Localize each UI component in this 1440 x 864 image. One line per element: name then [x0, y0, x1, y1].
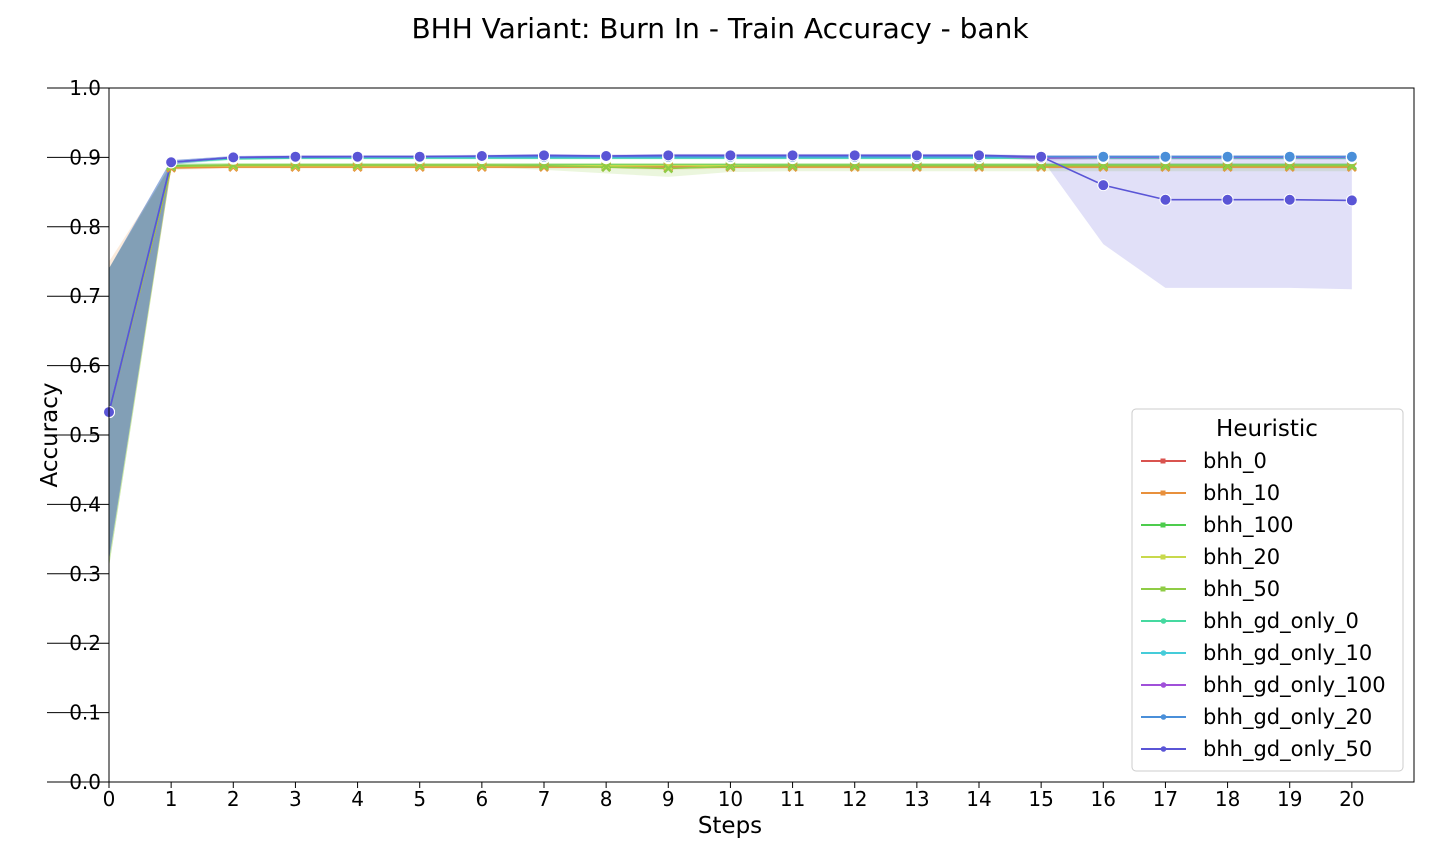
- legend-label: bhh_gd_only_20: [1203, 705, 1372, 730]
- legend-item: bhh_gd_only_100: [1141, 673, 1386, 698]
- y-tick-label: 0.1: [69, 701, 101, 725]
- legend-item: bhh_100: [1141, 513, 1294, 538]
- data-point: [351, 150, 364, 163]
- legend-item: bhh_gd_only_10: [1141, 641, 1372, 666]
- y-tick-label: 0.6: [69, 354, 101, 378]
- y-tick-label: 0.2: [69, 631, 101, 655]
- data-point: [1345, 150, 1358, 163]
- data-point: [1097, 150, 1110, 163]
- data-point: [600, 150, 613, 163]
- x-tick-label: 10: [718, 787, 743, 811]
- legend-item: bhh_gd_only_0: [1141, 609, 1359, 634]
- data-point: [662, 149, 675, 162]
- data-point: [848, 149, 861, 162]
- data-point: [1345, 194, 1358, 207]
- legend-label: bhh_20: [1203, 545, 1280, 570]
- x-tick-label: 19: [1277, 787, 1302, 811]
- data-point: [1221, 150, 1234, 163]
- legend-item: bhh_10: [1141, 481, 1280, 506]
- x-tick-label: 3: [289, 787, 302, 811]
- y-tick-label: 0.3: [69, 562, 101, 586]
- legend-item: bhh_gd_only_50: [1141, 737, 1372, 762]
- data-point: [227, 151, 240, 164]
- legend-label: bhh_gd_only_50: [1203, 737, 1372, 762]
- legend-label: bhh_100: [1203, 513, 1294, 538]
- y-tick-label: 0.4: [69, 492, 101, 516]
- data-point: [973, 149, 985, 162]
- chart-title: BHH Variant: Burn In - Train Accuracy - …: [411, 12, 1029, 45]
- legend-label: bhh_gd_only_0: [1203, 609, 1359, 634]
- x-tick-label: 17: [1153, 787, 1178, 811]
- data-point: [165, 156, 178, 169]
- x-tick-label: 13: [904, 787, 929, 811]
- data-point: [413, 150, 426, 163]
- data-point: [786, 149, 799, 162]
- legend-item: bhh_gd_only_20: [1141, 705, 1372, 730]
- data-point: [910, 149, 923, 162]
- x-axis-ticks: 0 1 2 3 4 5 6 7 8 9 10 11 12 13 14 15 16 17 18 19 20: [103, 782, 1365, 811]
- y-tick-label: 0.8: [69, 215, 101, 239]
- data-point: [538, 149, 550, 162]
- data-point: [1035, 150, 1048, 163]
- x-tick-label: 14: [966, 787, 991, 811]
- legend-item: bhh_0: [1141, 449, 1267, 474]
- x-tick-label: 16: [1091, 787, 1116, 811]
- x-tick-label: 4: [351, 787, 364, 811]
- legend-label: bhh_10: [1203, 481, 1280, 506]
- x-tick-label: 9: [662, 787, 675, 811]
- x-tick-label: 0: [103, 787, 116, 811]
- y-tick-label: 0.7: [69, 284, 101, 308]
- data-point: [1283, 150, 1296, 163]
- x-tick-label: 7: [538, 787, 551, 811]
- x-tick-label: 1: [165, 787, 178, 811]
- y-axis-ticks: 0.0 0.1 0.2 0.3 0.4 0.5 0.6 0.7 0.8 0.9 1.0: [47, 76, 109, 794]
- legend-label: bhh_gd_only_100: [1203, 673, 1386, 698]
- data-point: [724, 149, 737, 162]
- data-point: [475, 150, 488, 163]
- legend-item: bhh_50: [1141, 577, 1280, 602]
- data-point: [725, 161, 736, 172]
- x-tick-label: 20: [1339, 787, 1364, 811]
- data-point: [1283, 193, 1296, 206]
- y-tick-label: 0.9: [69, 145, 101, 169]
- legend-label: bhh_gd_only_10: [1203, 641, 1372, 666]
- data-point: [289, 150, 302, 163]
- x-tick-label: 18: [1215, 787, 1240, 811]
- x-tick-label: 11: [780, 787, 805, 811]
- x-axis-label: Steps: [698, 813, 762, 839]
- x-tick-label: 2: [227, 787, 240, 811]
- data-point: [1221, 193, 1234, 206]
- x-tick-label: 6: [475, 787, 488, 811]
- legend-label: bhh_50: [1203, 577, 1280, 602]
- data-point: [1159, 193, 1172, 206]
- data-point: [663, 163, 674, 174]
- data-point: [1159, 150, 1172, 163]
- y-tick-label: 0.0: [69, 770, 101, 794]
- y-axis-label: Accuracy: [37, 382, 63, 487]
- legend: Heuristic bhh_0 bhh_10 bhh_100 bhh_20 bhh_50…: [1131, 408, 1404, 772]
- legend-title: Heuristic: [1216, 416, 1318, 442]
- x-tick-label: 5: [413, 787, 426, 811]
- legend-items: bhh_0 bhh_10 bhh_100 bhh_20 bhh_50 bhh_gd_onl…: [1141, 449, 1386, 762]
- data-point: [1097, 179, 1110, 192]
- legend-box: [1131, 408, 1404, 772]
- legend-label: bhh_0: [1203, 449, 1267, 474]
- y-tick-label: 1.0: [69, 76, 101, 100]
- x-tick-label: 12: [842, 787, 867, 811]
- y-tick-label: 0.5: [69, 423, 101, 447]
- x-tick-label: 8: [600, 787, 613, 811]
- x-tick-label: 15: [1028, 787, 1053, 811]
- legend-item: bhh_20: [1141, 545, 1280, 570]
- data-point: [601, 162, 612, 172]
